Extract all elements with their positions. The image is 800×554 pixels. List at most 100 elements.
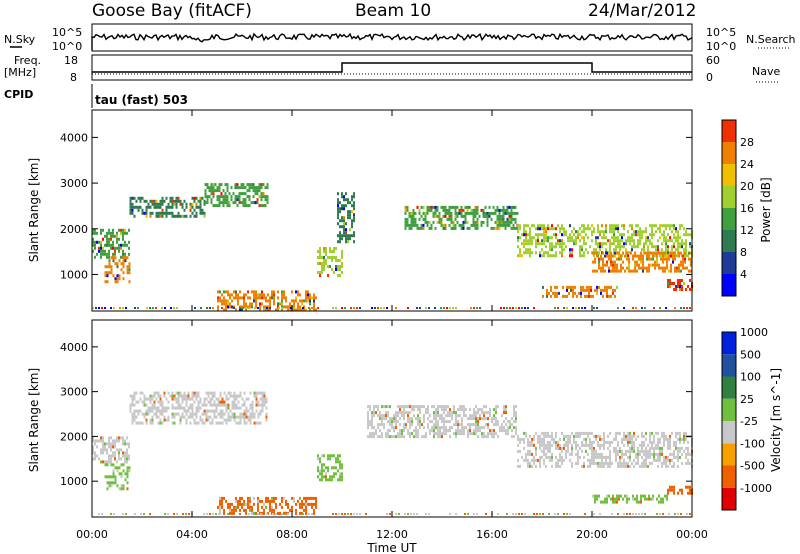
data-cell: [212, 186, 215, 190]
data-cell: [100, 231, 102, 235]
data-cell: [399, 432, 401, 436]
data-cell: [543, 440, 545, 444]
data-cell: [556, 291, 558, 295]
data-cell: [437, 411, 439, 415]
data-cell: [679, 227, 681, 231]
data-cell: [511, 417, 513, 421]
data-cell: [177, 412, 180, 416]
data-cell: [331, 475, 333, 479]
x-tick-label: 04:00: [176, 528, 208, 541]
data-cell: [246, 195, 249, 199]
data-cell: [677, 449, 679, 453]
data-cell: [333, 247, 335, 250]
data-cell: [374, 307, 376, 309]
data-cell: [603, 434, 605, 438]
data-cell: [219, 403, 222, 407]
data-cell: [656, 513, 658, 515]
data-cell: [683, 307, 685, 309]
data-cell: [155, 202, 158, 206]
data-cell: [539, 227, 541, 231]
data-cell: [351, 198, 353, 202]
data-cell: [243, 409, 246, 413]
data-cell: [245, 307, 247, 309]
data-cell: [451, 417, 453, 421]
data-cell: [663, 437, 665, 441]
data-cell: [404, 205, 407, 209]
data-cell: [629, 464, 631, 468]
data-cell: [503, 426, 505, 430]
data-cell: [321, 478, 323, 482]
data-cell: [646, 251, 648, 255]
data-cell: [570, 288, 572, 292]
data-cell: [261, 505, 263, 509]
data-cell: [218, 195, 221, 199]
data-cell: [657, 458, 659, 462]
data-cell: [525, 455, 527, 459]
data-cell: [101, 513, 103, 515]
data-cell: [283, 296, 285, 300]
data-cell: [258, 195, 261, 199]
data-cell: [445, 414, 447, 418]
data-cell: [502, 217, 505, 221]
data-cell: [211, 409, 214, 413]
data-cell: [260, 195, 263, 199]
data-cell: [594, 269, 596, 273]
data-cell: [380, 307, 382, 309]
data-cell: [244, 186, 247, 190]
data-cell: [599, 248, 601, 252]
data-cell: [110, 460, 112, 464]
data-cell: [447, 411, 449, 415]
data-cell: [549, 434, 551, 438]
data-cell: [595, 449, 597, 453]
data-cell: [106, 231, 108, 235]
data-cell: [399, 423, 401, 427]
data-cell: [631, 434, 633, 438]
data-cell: [431, 429, 433, 433]
data-cell: [285, 499, 287, 503]
data-cell: [639, 443, 641, 447]
data-cell: [679, 434, 681, 438]
data-cell: [221, 415, 224, 419]
data-cell: [455, 423, 457, 427]
data-cell: [668, 257, 670, 261]
data-cell: [541, 443, 543, 447]
data-cell: [608, 266, 610, 270]
data-cell: [147, 397, 150, 401]
data-cell: [179, 415, 182, 419]
data-cell: [610, 254, 612, 258]
power-ylabel: Slant Range [km]: [27, 158, 41, 262]
data-cell: [577, 236, 579, 240]
data-cell: [463, 414, 465, 418]
data-cell: [239, 406, 242, 410]
data-cell: [679, 282, 681, 285]
data-cell: [629, 224, 631, 228]
data-cell: [653, 455, 655, 459]
data-cell: [415, 417, 417, 421]
data-cell: [240, 183, 243, 187]
data-cell: [214, 204, 217, 208]
data-cell: [533, 443, 535, 447]
data-cell: [227, 302, 229, 306]
data-cell: [235, 499, 237, 503]
data-cell: [587, 458, 589, 462]
data-cell: [269, 308, 271, 312]
data-cell: [191, 394, 194, 398]
data-cell: [588, 291, 590, 295]
data-cell: [147, 409, 150, 413]
data-cell: [122, 252, 124, 256]
data-cell: [225, 403, 228, 407]
data-cell: [620, 269, 622, 273]
data-cell: [249, 421, 252, 425]
data-cell: [527, 307, 529, 309]
data-cell: [169, 394, 172, 398]
data-cell: [657, 437, 659, 441]
data-cell: [133, 403, 136, 407]
data-cell: [651, 452, 653, 456]
data-cell: [195, 214, 198, 218]
data-cell: [424, 214, 427, 218]
data-cell: [527, 224, 529, 228]
data-cell: [243, 305, 245, 309]
data-cell: [302, 513, 304, 515]
data-cell: [504, 211, 507, 215]
data-cell: [549, 446, 551, 450]
